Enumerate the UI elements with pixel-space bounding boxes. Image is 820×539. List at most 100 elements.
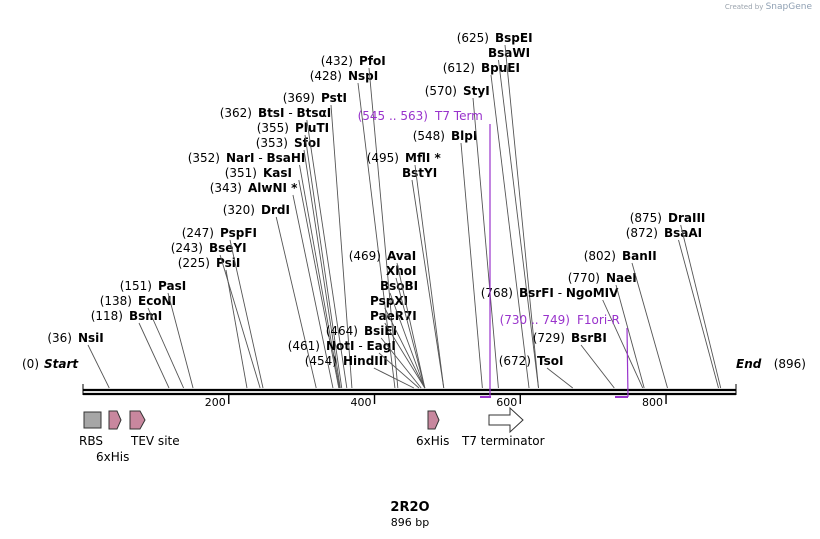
ruler-tick-label: 600 bbox=[496, 396, 517, 409]
enzyme-label: PluTI bbox=[295, 121, 329, 135]
site-connector bbox=[299, 164, 340, 389]
site-connector bbox=[490, 74, 530, 389]
enzyme-name: AvaI bbox=[387, 249, 416, 263]
enzyme-name: NaeI bbox=[606, 271, 637, 285]
enzyme-name: MflI * bbox=[405, 151, 441, 165]
enzyme-name: BtsαI bbox=[296, 106, 331, 120]
enzyme-label: PstI bbox=[321, 91, 347, 105]
site-connector bbox=[411, 179, 445, 389]
rbs-feature bbox=[83, 411, 102, 429]
site-position: (351) bbox=[225, 166, 257, 180]
site-connector bbox=[292, 194, 334, 389]
site-connector bbox=[472, 97, 499, 389]
watermark-prefix: Created by bbox=[724, 3, 764, 11]
enzyme-label: TsoI bbox=[537, 354, 563, 368]
site-connector bbox=[304, 134, 343, 389]
site-connector bbox=[138, 322, 170, 389]
site-connector bbox=[396, 262, 426, 389]
enzyme-name: EcoNI bbox=[138, 294, 176, 308]
site-position: (461) bbox=[288, 339, 320, 353]
enzyme-name: BtsI bbox=[258, 106, 285, 120]
site-position: (362) bbox=[220, 106, 252, 120]
enzyme-name: HindIII bbox=[343, 354, 388, 368]
enzyme-label: KasI bbox=[263, 166, 292, 180]
enzyme-name: BlpI bbox=[451, 129, 477, 143]
enzyme-name: PasI bbox=[158, 279, 186, 293]
enzyme-label: BsmI bbox=[129, 309, 162, 323]
site-position: (612) bbox=[443, 61, 475, 75]
primer-name: T7 Term bbox=[434, 109, 483, 123]
enzyme-name: NspI bbox=[348, 69, 378, 83]
end-position: (896) bbox=[774, 357, 806, 371]
ruler-tick-label: 800 bbox=[642, 396, 663, 409]
enzyme-label: PasI bbox=[158, 279, 186, 293]
ruler-tick-label: 400 bbox=[351, 396, 372, 409]
his-tag-feature bbox=[108, 410, 122, 430]
site-position: (768) bbox=[481, 286, 513, 300]
site-position: (353) bbox=[256, 136, 288, 150]
enzyme-label: BseYI bbox=[209, 241, 247, 255]
primer-range: (730 .. 749) bbox=[500, 313, 570, 327]
enzyme-name: SfoI bbox=[294, 136, 321, 150]
enzyme-label: MflI * bbox=[405, 151, 441, 165]
feature-label: 6xHis bbox=[416, 434, 449, 448]
enzyme-name: TsoI bbox=[537, 354, 563, 368]
enzyme-label: NspI bbox=[348, 69, 378, 83]
site-position: (247) bbox=[182, 226, 214, 240]
primer-range: (545 .. 563) bbox=[358, 109, 428, 123]
feature-label: TEV site bbox=[130, 434, 180, 448]
enzyme-name: PspXI bbox=[370, 294, 408, 308]
enzyme-name: BsaWI bbox=[488, 46, 530, 60]
site-position: (672) bbox=[499, 354, 531, 368]
site-connector bbox=[384, 322, 426, 389]
enzyme-label: BpuEI bbox=[481, 61, 520, 75]
site-connector bbox=[546, 367, 574, 389]
site-position: (570) bbox=[425, 84, 457, 98]
enzyme-label: PspXI bbox=[370, 294, 408, 308]
site-connector bbox=[275, 216, 317, 389]
site-position: (243) bbox=[171, 241, 203, 255]
site-connector bbox=[87, 344, 110, 389]
site-position: (432) bbox=[321, 54, 353, 68]
enzyme-label: BsrBI bbox=[571, 331, 607, 345]
site-position: (548) bbox=[413, 129, 445, 143]
site-connector bbox=[678, 239, 719, 389]
enzyme-name: BsoBI bbox=[380, 279, 418, 293]
site-connector bbox=[615, 284, 645, 389]
site-connector bbox=[373, 367, 415, 389]
site-position: (875) bbox=[630, 211, 662, 225]
enzyme-name: PfoI bbox=[359, 54, 386, 68]
construct-title: 2R2O bbox=[390, 500, 430, 515]
enzyme-label: BsrFI - NgoMIV bbox=[519, 286, 619, 300]
site-position: (151) bbox=[120, 279, 152, 293]
site-position: (428) bbox=[310, 69, 342, 83]
t7-terminator-feature bbox=[488, 406, 524, 434]
enzyme-separator: - bbox=[355, 339, 367, 353]
tev-site-feature bbox=[129, 410, 146, 430]
enzyme-name: PstI bbox=[321, 91, 347, 105]
enzyme-name: DrdI bbox=[261, 203, 290, 217]
enzyme-label: SfoI bbox=[294, 136, 321, 150]
enzyme-name: BspEI bbox=[495, 31, 533, 45]
site-position: (770) bbox=[568, 271, 600, 285]
enzyme-name: NsiI bbox=[78, 331, 104, 345]
site-connector bbox=[303, 149, 341, 389]
site-connector bbox=[460, 142, 483, 389]
site-connector bbox=[229, 239, 264, 389]
site-connector bbox=[298, 179, 340, 389]
enzyme-label: HindIII bbox=[343, 354, 388, 368]
enzyme-label: PspFI bbox=[220, 226, 257, 240]
site-connector bbox=[167, 292, 194, 389]
enzyme-name: BsrFI bbox=[519, 286, 554, 300]
enzyme-label: BspEI bbox=[495, 31, 533, 45]
site-connector bbox=[380, 337, 422, 389]
site-connector bbox=[414, 164, 445, 389]
site-position: (454) bbox=[305, 354, 337, 368]
enzyme-name: NarI bbox=[226, 151, 255, 165]
site-position: (320) bbox=[223, 203, 255, 217]
feature-label: 6xHis bbox=[96, 450, 129, 464]
feature-label: RBS bbox=[79, 434, 103, 448]
primer-connector bbox=[626, 327, 629, 398]
enzyme-label: BtsI - BtsαI bbox=[258, 106, 331, 120]
feature-label: T7 terminator bbox=[461, 434, 545, 448]
